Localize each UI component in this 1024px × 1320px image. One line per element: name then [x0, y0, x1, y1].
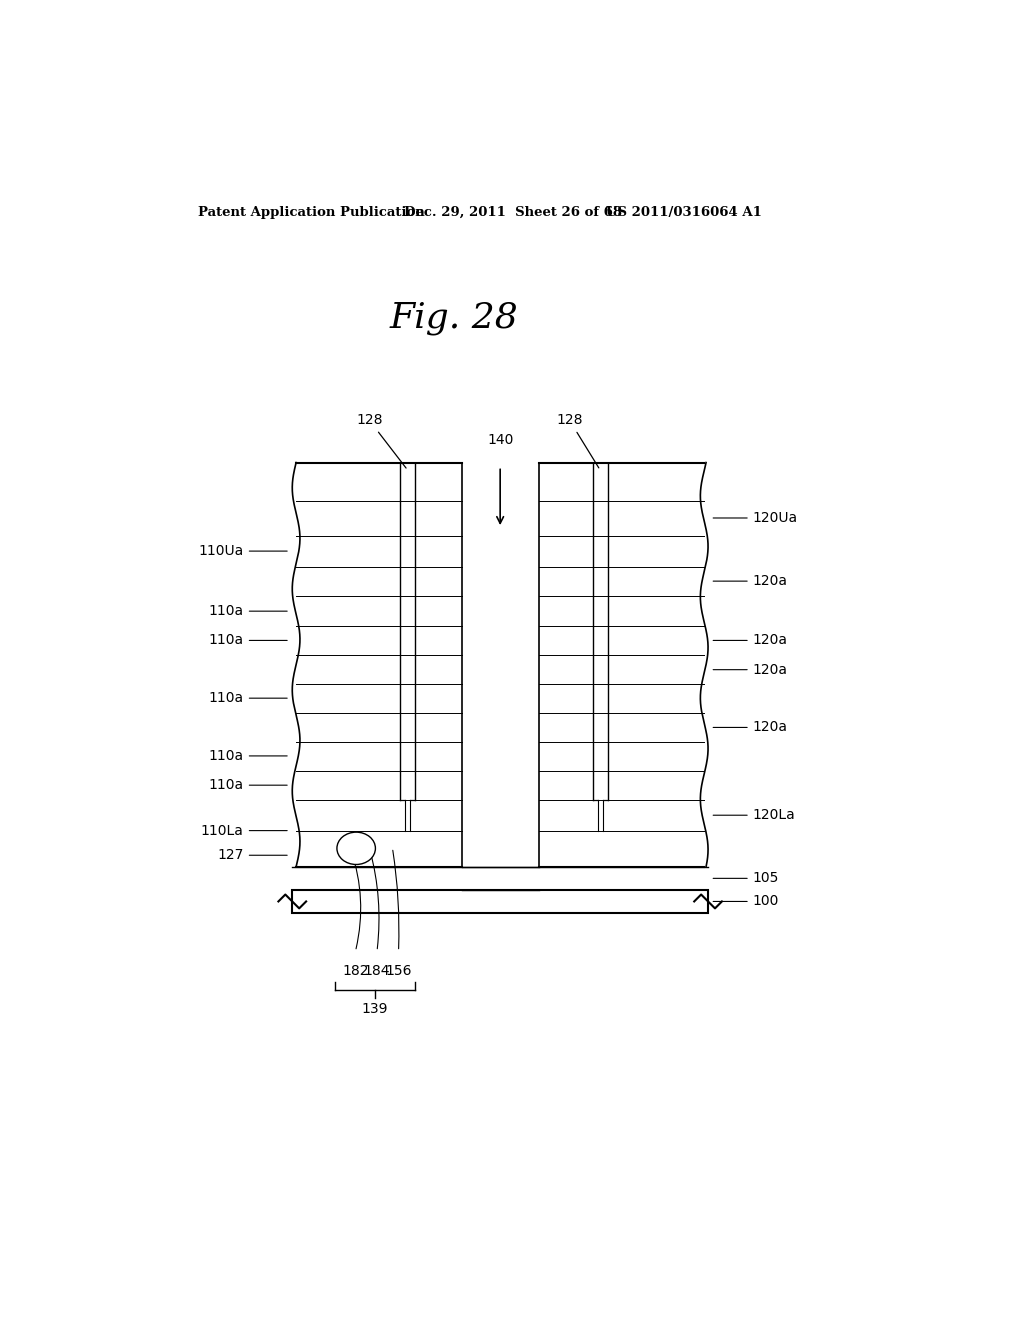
Text: 120a: 120a — [713, 663, 787, 677]
Text: 100: 100 — [713, 895, 779, 908]
Text: 110a: 110a — [209, 692, 287, 705]
Text: 184: 184 — [364, 964, 390, 978]
Bar — [292, 890, 708, 913]
Text: Patent Application Publication: Patent Application Publication — [199, 206, 425, 219]
Text: 139: 139 — [361, 1002, 388, 1015]
Text: 120a: 120a — [713, 721, 787, 734]
Text: 110La: 110La — [201, 824, 287, 838]
Text: 110a: 110a — [209, 748, 287, 763]
Text: 128: 128 — [556, 413, 599, 467]
Text: US 2011/0316064 A1: US 2011/0316064 A1 — [606, 206, 762, 219]
Text: 110Ua: 110Ua — [199, 544, 287, 558]
Text: 110a: 110a — [209, 779, 287, 792]
Text: 120a: 120a — [713, 634, 787, 647]
Text: 156: 156 — [385, 964, 412, 978]
Text: 110a: 110a — [209, 634, 287, 647]
Text: 120La: 120La — [713, 808, 796, 822]
Text: 127: 127 — [217, 849, 287, 862]
Text: 128: 128 — [356, 413, 407, 469]
Text: 105: 105 — [713, 871, 779, 886]
Text: 140: 140 — [487, 433, 513, 447]
Text: 120Ua: 120Ua — [713, 511, 798, 525]
Text: 182: 182 — [342, 964, 369, 978]
Text: Fig. 28: Fig. 28 — [389, 301, 518, 335]
Text: 110a: 110a — [209, 605, 287, 618]
Ellipse shape — [337, 832, 376, 865]
Text: 120a: 120a — [713, 574, 787, 589]
Text: Dec. 29, 2011  Sheet 26 of 68: Dec. 29, 2011 Sheet 26 of 68 — [403, 206, 622, 219]
